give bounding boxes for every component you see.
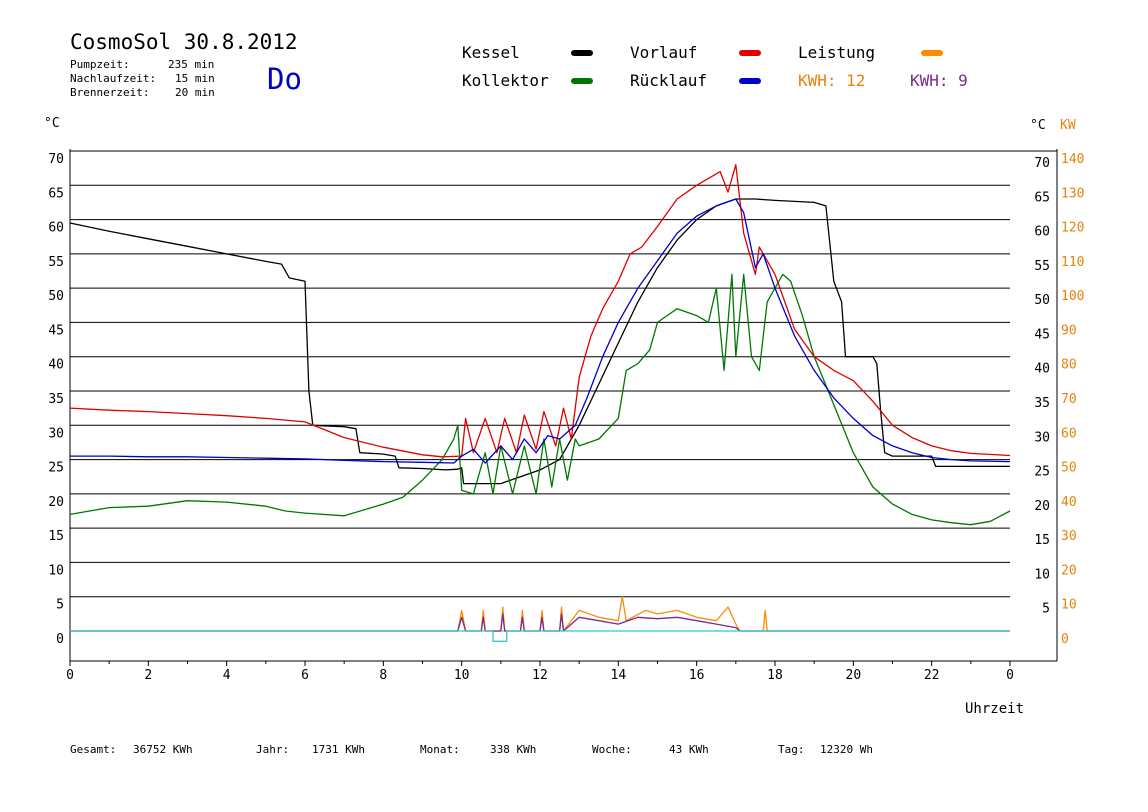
y-right-temp-tick-label: 35 xyxy=(1034,396,1050,411)
y-left-tick-label: 25 xyxy=(48,461,64,476)
y-right-temp-tick-label: 70 xyxy=(1034,156,1050,171)
y-right-temp-tick-label: 55 xyxy=(1034,259,1050,274)
legend-kollektor-swatch xyxy=(571,78,593,84)
footer-gesamt-label: Gesamt: xyxy=(70,743,117,756)
y-left-tick-label: 40 xyxy=(48,358,64,373)
y-right-power-tick-label: 110 xyxy=(1061,255,1084,270)
power-line-pumpe xyxy=(70,630,1010,642)
brennerzeit-value: 20 min xyxy=(175,86,215,99)
legend-vorlauf-swatch xyxy=(739,50,761,56)
footer-monat-label: Monat: xyxy=(420,743,460,756)
series-line-r-cklauf xyxy=(70,198,1011,464)
x-tick-label: 22 xyxy=(924,668,940,683)
y-right-power-tick-label: 70 xyxy=(1061,392,1077,407)
y-right-power-tick-label: 120 xyxy=(1061,221,1084,236)
y-right-power-tick-label: 130 xyxy=(1061,186,1084,201)
series-line-vorlauf xyxy=(69,164,1011,458)
y-right-temp-tick-label: 15 xyxy=(1034,533,1050,548)
legend-kessel-swatch xyxy=(571,50,593,56)
y-right-temp-tick-label: 25 xyxy=(1034,465,1050,480)
weekday-label: Do xyxy=(267,62,302,96)
y-right-power-tick-label: 10 xyxy=(1061,598,1077,613)
y-right-power-tick-label: 20 xyxy=(1061,563,1077,578)
legend-kessel-label: Kessel xyxy=(462,43,520,62)
y-left-tick-label: 70 xyxy=(48,152,64,167)
y-left-tick-label: 15 xyxy=(48,529,64,544)
footer-tag-value: 12320 Wh xyxy=(820,743,873,756)
x-tick-label: 16 xyxy=(689,668,705,683)
x-tick-label: 10 xyxy=(454,668,470,683)
nachlaufzeit-label: Nachlaufzeit: xyxy=(70,72,157,85)
y-right-power-tick-label: 40 xyxy=(1061,495,1077,510)
y-right-power-tick-label: 50 xyxy=(1061,461,1077,476)
x-tick-label: 0 xyxy=(66,668,74,683)
series-line-kessel xyxy=(69,198,1010,485)
power-line-leistung-2 xyxy=(70,613,1010,632)
legend-kwh1: KWH: 12 xyxy=(798,71,866,90)
y-right-temp-tick-label: 30 xyxy=(1034,430,1050,445)
series-line-kollektor xyxy=(69,273,1011,526)
y-right-power-tick-label: 30 xyxy=(1061,529,1077,544)
chart-title: CosmoSol 30.8.2012 xyxy=(70,30,298,54)
footer-tag-label: Tag: xyxy=(778,743,805,756)
y-right-temp-unit: °C xyxy=(1030,118,1046,133)
x-tick-label: 18 xyxy=(767,668,783,683)
y-right-temp-tick-label: 60 xyxy=(1034,225,1050,240)
pumpzeit-label: Pumpzeit: xyxy=(70,58,130,71)
y-right-temp-tick-label: 65 xyxy=(1034,190,1050,205)
y-left-tick-label: 35 xyxy=(48,392,64,407)
y-right-power-tick-label: 100 xyxy=(1061,289,1084,304)
y-left-tick-label: 45 xyxy=(48,323,64,338)
legend-kollektor-label: Kollektor xyxy=(462,71,549,90)
y-right-temp-tick-label: 50 xyxy=(1034,293,1050,308)
legend-leistung-label: Leistung xyxy=(798,43,876,62)
footer-jahr-label: Jahr: xyxy=(256,743,290,756)
footer-gesamt-value: 36752 KWh xyxy=(133,743,193,756)
y-left-tick-label: 0 xyxy=(56,632,64,647)
x-tick-label: 12 xyxy=(532,668,548,683)
x-tick-label: 4 xyxy=(223,668,231,683)
x-axis-label: Uhrzeit xyxy=(965,701,1025,717)
x-tick-label: 14 xyxy=(611,668,627,683)
y-left-tick-label: 60 xyxy=(48,221,64,236)
y-right-power-tick-label: 80 xyxy=(1061,358,1077,373)
x-tick-label: 2 xyxy=(144,668,152,683)
y-right-power-tick-label: 140 xyxy=(1061,152,1084,167)
legend-vorlauf-label: Vorlauf xyxy=(630,43,698,62)
y-right-temp-tick-label: 5 xyxy=(1042,602,1050,617)
y-right-power-tick-label: 60 xyxy=(1061,426,1077,441)
y-right-power-tick-label: 90 xyxy=(1061,323,1077,338)
y-left-unit: °C xyxy=(44,116,60,131)
y-right-temp-tick-label: 10 xyxy=(1034,567,1050,582)
legend-leistung-swatch xyxy=(921,50,943,56)
y-left-tick-label: 65 xyxy=(48,186,64,201)
x-tick-label: 20 xyxy=(846,668,862,683)
footer-monat-value: 338 KWh xyxy=(490,743,537,756)
power-line-leistung xyxy=(70,596,1010,632)
x-tick-label: 0 xyxy=(1006,668,1014,683)
footer-woche-value: 43 KWh xyxy=(669,743,709,756)
y-right-power-unit: KW xyxy=(1060,118,1076,133)
footer-woche-label: Woche: xyxy=(592,743,632,756)
footer-jahr-value: 1731 KWh xyxy=(312,743,365,756)
brennerzeit-label: Brennerzeit: xyxy=(70,86,150,99)
y-left-tick-label: 10 xyxy=(48,563,64,578)
y-right-temp-tick-label: 20 xyxy=(1034,499,1050,514)
y-left-tick-label: 55 xyxy=(48,255,64,270)
legend-ruecklauf-swatch xyxy=(739,78,761,84)
y-right-temp-tick-label: 40 xyxy=(1034,362,1050,377)
nachlaufzeit-value: 15 min xyxy=(175,72,215,85)
y-left-tick-label: 30 xyxy=(48,426,64,441)
legend-ruecklauf-label: Rücklauf xyxy=(630,71,708,90)
y-left-tick-label: 5 xyxy=(56,598,64,613)
x-tick-label: 6 xyxy=(301,668,309,683)
pumpzeit-value: 235 min xyxy=(168,58,215,71)
y-right-temp-tick-label: 45 xyxy=(1034,327,1050,342)
y-left-tick-label: 50 xyxy=(48,289,64,304)
y-right-power-tick-label: 0 xyxy=(1061,632,1069,647)
x-tick-label: 8 xyxy=(379,668,387,683)
y-left-tick-label: 20 xyxy=(48,495,64,510)
legend-kwh2: KWH: 9 xyxy=(910,71,968,90)
